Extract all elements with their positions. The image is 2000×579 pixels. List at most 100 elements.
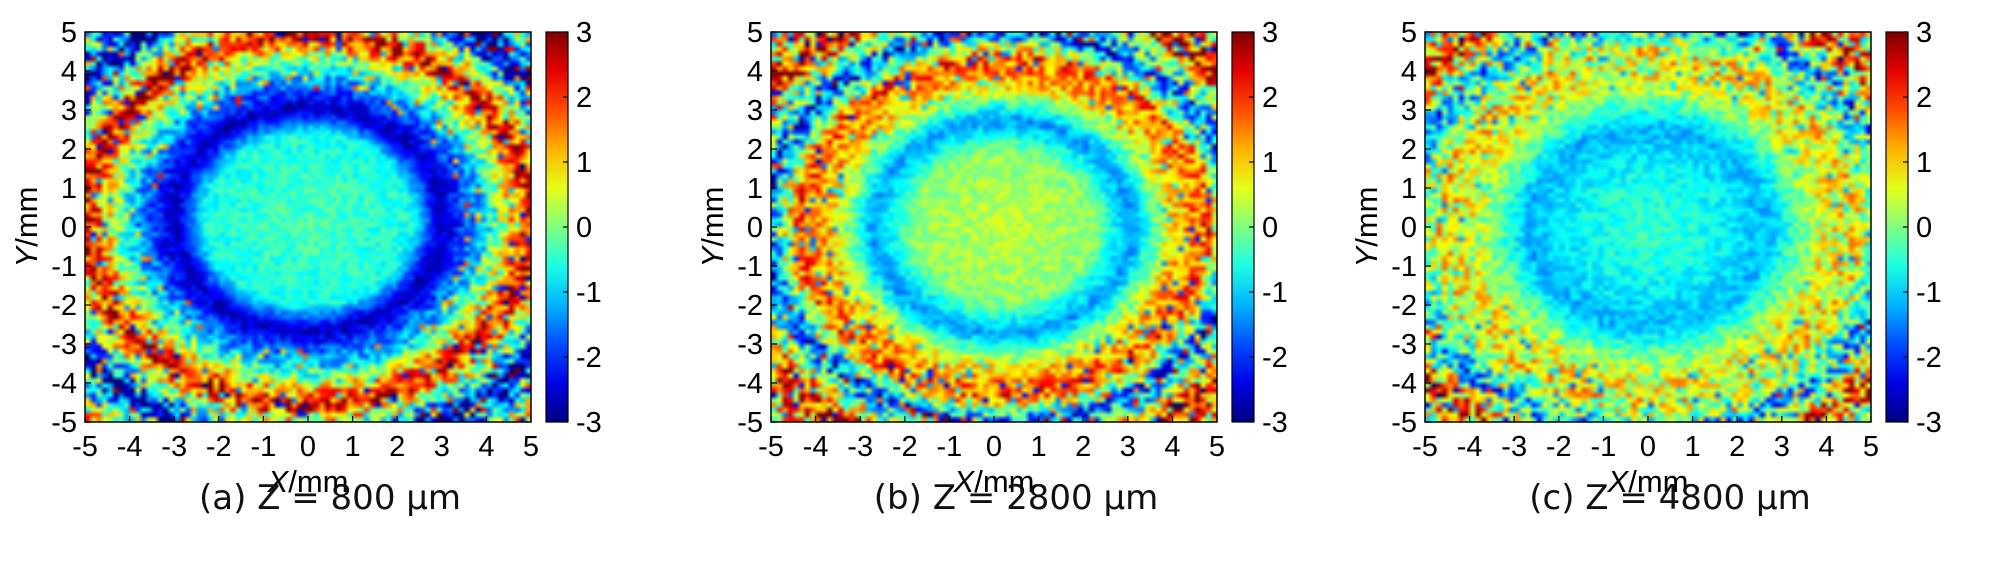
x-tick-label: -2 (206, 431, 232, 463)
panel-caption: (c) Z = 4800 μm (1529, 478, 1811, 518)
x-tick-label: -3 (161, 431, 187, 463)
y-tick-label: 4 (747, 56, 763, 88)
y-tick-label: 4 (61, 56, 77, 88)
x-tick-label: 1 (1031, 431, 1047, 463)
colorbar-tick-label: 3 (1262, 17, 1278, 49)
panel-c: -5 -4 -3 -2 -1 0 1 2 3 4 5 5 4 3 2 1 0 -1 -2 -3 -4 -5 X/mm Y/mm… (1340, 0, 2000, 579)
y-tick-label: 1 (747, 173, 763, 205)
colorbar-tick-label: -1 (1262, 277, 1288, 309)
y-tick-label: -5 (1391, 407, 1417, 439)
x-tick-label: 4 (478, 431, 494, 463)
x-tick-label: -2 (1546, 431, 1572, 463)
x-tick-label: -5 (1412, 431, 1438, 463)
x-tick-label: 3 (1120, 431, 1136, 463)
x-axis-label: X/mm (1607, 464, 1689, 499)
y-tick-label: 1 (1401, 173, 1417, 205)
y-axis-label: Y/mm (9, 187, 44, 268)
colorbar-tick-label: 0 (576, 212, 592, 244)
colorbar-tick-label: -3 (1916, 407, 1942, 439)
x-tick-label: -1 (251, 431, 277, 463)
colorbar-tick-label: 1 (1262, 147, 1278, 179)
x-tick-label: -4 (1457, 431, 1483, 463)
x-tick-label: 2 (389, 431, 405, 463)
x-tick-label: 0 (300, 431, 316, 463)
y-tick-label: 3 (61, 95, 77, 127)
colorbar-tick-label: 1 (1916, 147, 1932, 179)
colorbar-tick-label: 0 (1262, 212, 1278, 244)
y-tick-label: -3 (1391, 329, 1417, 361)
x-tick-label: -4 (803, 431, 829, 463)
x-axis-label: X/mm (953, 464, 1035, 499)
y-tick-label: -1 (1391, 251, 1417, 283)
x-axis-label: X/mm (267, 464, 349, 499)
x-tick-label: -1 (1591, 431, 1617, 463)
y-tick-label: -2 (737, 290, 763, 322)
y-tick-label: 3 (1401, 95, 1417, 127)
y-tick-label: 0 (747, 212, 763, 244)
x-tick-label: -4 (117, 431, 143, 463)
x-tick-label: 1 (1685, 431, 1701, 463)
y-tick-label: -4 (737, 368, 763, 400)
heatmap-chart-c: -5 -4 -3 -2 -1 0 1 2 3 4 5543210-1-2-3-4-5X/mmY/mm… (1349, 17, 1942, 499)
x-tick-label: 0 (1640, 431, 1656, 463)
colorbar-tick-label: -1 (576, 277, 602, 309)
colorbar-tick-label: -2 (1262, 342, 1288, 374)
x-tick-label: -5 (758, 431, 784, 463)
y-tick-label: -3 (737, 329, 763, 361)
panel-b: -5 -4 -3 -2 -1 0 1 2 3 4 5 5 4 3 2 1 0 -1 -2 -3 -4 -5 X/mm Y/mm… (686, 0, 1346, 579)
colorbar-tick-label: -3 (1262, 407, 1288, 439)
x-tick-label: 4 (1818, 431, 1834, 463)
heatmap-field (85, 32, 531, 422)
y-tick-label: 3 (747, 95, 763, 127)
x-tick-label: 1 (345, 431, 361, 463)
y-tick-label: 2 (1401, 134, 1417, 166)
y-tick-label: -2 (1391, 290, 1417, 322)
colorbar-tick-label: 2 (1262, 82, 1278, 114)
x-tick-label: -3 (1501, 431, 1527, 463)
colorbar-tick-label: -2 (1916, 342, 1942, 374)
colorbar-tick-label: 3 (1916, 17, 1932, 49)
colorbar-tick-label: -2 (576, 342, 602, 374)
x-tick-label: 3 (434, 431, 450, 463)
x-tick-label: 5 (1863, 431, 1879, 463)
x-tick-label: 2 (1075, 431, 1091, 463)
colorbar-tick-label: -1 (1916, 277, 1942, 309)
x-tick-label: -1 (937, 431, 963, 463)
x-tick-label: 3 (1774, 431, 1790, 463)
y-tick-label: -2 (51, 290, 77, 322)
heatmap-field (1425, 32, 1871, 422)
y-tick-label: 5 (61, 17, 77, 49)
colorbar-tick-label: 3 (576, 17, 592, 49)
y-tick-label: -5 (51, 407, 77, 439)
heatmap-chart-a: -5 -4 -3 -2 -1 0 1 2 3 4 5543210-1-2-3-4-5X/mmY/mm… (9, 17, 602, 499)
x-tick-label: 5 (523, 431, 539, 463)
colorbar-tick-label: 0 (1916, 212, 1932, 244)
y-tick-label: 0 (1401, 212, 1417, 244)
y-tick-label: -1 (51, 251, 77, 283)
y-tick-label: 1 (61, 173, 77, 205)
panel-a: -5 -4 -3 -2 -1 0 1 2 3 4 5 5 4 3 2 1 0 -1 -2 -3 -4 -5 X/mm Y/mm… (0, 0, 660, 579)
x-tick-label: -2 (892, 431, 918, 463)
colorbar-tick-label: -3 (576, 407, 602, 439)
y-tick-label: -3 (51, 329, 77, 361)
colorbar-tick-label: 1 (576, 147, 592, 179)
y-tick-label: 4 (1401, 56, 1417, 88)
y-tick-label: 0 (61, 212, 77, 244)
y-tick-label: 2 (61, 134, 77, 166)
heatmap-chart-b: -5 -4 -3 -2 -1 0 1 2 3 4 5543210-1-2-3-4-5X/mmY/mm… (695, 17, 1288, 499)
y-axis-label: Y/mm (1349, 187, 1384, 268)
x-tick-label: -5 (72, 431, 98, 463)
y-axis-label: Y/mm (695, 187, 730, 268)
y-tick-label: -5 (737, 407, 763, 439)
y-tick-label: 2 (747, 134, 763, 166)
y-tick-label: 5 (1401, 17, 1417, 49)
y-tick-label: 5 (747, 17, 763, 49)
y-tick-label: -4 (51, 368, 77, 400)
y-tick-label: -1 (737, 251, 763, 283)
x-tick-label: 0 (986, 431, 1002, 463)
x-tick-label: 5 (1209, 431, 1225, 463)
x-tick-label: 4 (1164, 431, 1180, 463)
colorbar-tick-label: 2 (1916, 82, 1932, 114)
x-tick-label: 2 (1729, 431, 1745, 463)
panel-caption: (a) Z = 800 μm (198, 478, 462, 518)
